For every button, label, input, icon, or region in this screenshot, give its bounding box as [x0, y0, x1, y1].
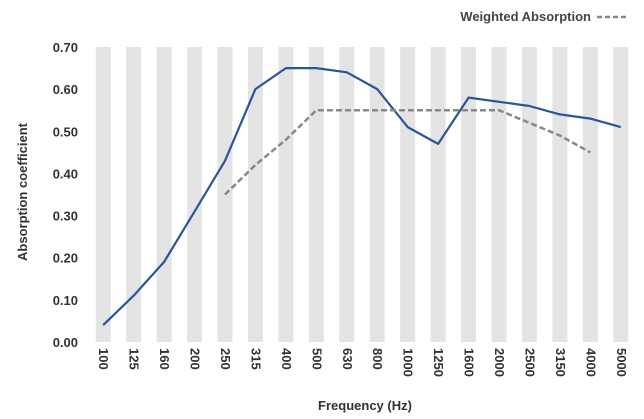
- x-tick-label: 2000: [492, 348, 507, 377]
- y-tick-label: 0.50: [53, 124, 78, 139]
- x-tick-label: 125: [127, 348, 142, 370]
- x-tick-label: 200: [188, 348, 203, 370]
- grid-band-1600: [461, 47, 477, 342]
- grid-band-3150: [552, 47, 568, 342]
- grid-band-5000: [613, 47, 629, 342]
- series-line-weighted-absorption: [224, 108, 591, 196]
- x-tick-label: 3150: [553, 348, 568, 377]
- x-tick-label: 4000: [583, 348, 598, 377]
- y-tick-label: 0.20: [53, 251, 78, 266]
- grid-band-400: [278, 47, 294, 342]
- grid-band-2500: [521, 47, 537, 342]
- y-tick-label: 0.10: [53, 293, 78, 308]
- x-tick-label: 1000: [401, 348, 416, 377]
- x-axis-label: Frequency (Hz): [318, 398, 412, 413]
- grid-band-315: [247, 47, 263, 342]
- x-axis-ticks: 100 125 160 200 250 315 400 500 630 800 1000 1250 16…: [96, 348, 629, 377]
- grid-bands: [95, 47, 629, 342]
- x-tick-label: 315: [248, 348, 263, 370]
- y-tick-label: 0.60: [53, 82, 78, 97]
- grid-band-1250: [430, 47, 446, 342]
- grid-band-500: [308, 47, 324, 342]
- x-tick-label: 500: [309, 348, 324, 370]
- x-tick-label: 1250: [431, 348, 446, 377]
- legend-label-weighted-absorption: Weighted Absorption: [460, 9, 591, 24]
- grid-band-125: [126, 47, 142, 342]
- series-lines: [102, 67, 622, 326]
- y-tick-label: 0.40: [53, 166, 78, 181]
- grid-band-630: [339, 47, 355, 342]
- x-tick-label: 2500: [522, 348, 537, 377]
- y-axis-ticks: 0.00 0.10 0.20 0.30 0.40 0.50 0.60 0.70: [53, 40, 78, 350]
- grid-band-800: [369, 47, 385, 342]
- y-tick-label: 0.00: [53, 335, 78, 350]
- grid-band-2000: [491, 47, 507, 342]
- grid-band-200: [187, 47, 203, 342]
- y-tick-label: 0.30: [53, 209, 78, 224]
- legend: Weighted Absorption: [460, 9, 626, 24]
- series-line-absorption: [102, 67, 622, 326]
- x-tick-label: 400: [279, 348, 294, 370]
- x-tick-label: 800: [370, 348, 385, 370]
- x-tick-label: 250: [218, 348, 233, 370]
- x-tick-label: 1600: [462, 348, 477, 377]
- x-tick-label: 630: [340, 348, 355, 370]
- y-axis-label: Absorption coefficient: [15, 122, 30, 261]
- y-tick-label: 0.70: [53, 40, 78, 55]
- grid-band-1000: [400, 47, 416, 342]
- x-tick-label: 100: [96, 348, 111, 370]
- grid-band-4000: [582, 47, 598, 342]
- x-tick-label: 160: [157, 348, 172, 370]
- grid-band-160: [156, 47, 172, 342]
- grid-band-100: [95, 47, 111, 342]
- x-tick-label: 5000: [614, 348, 629, 377]
